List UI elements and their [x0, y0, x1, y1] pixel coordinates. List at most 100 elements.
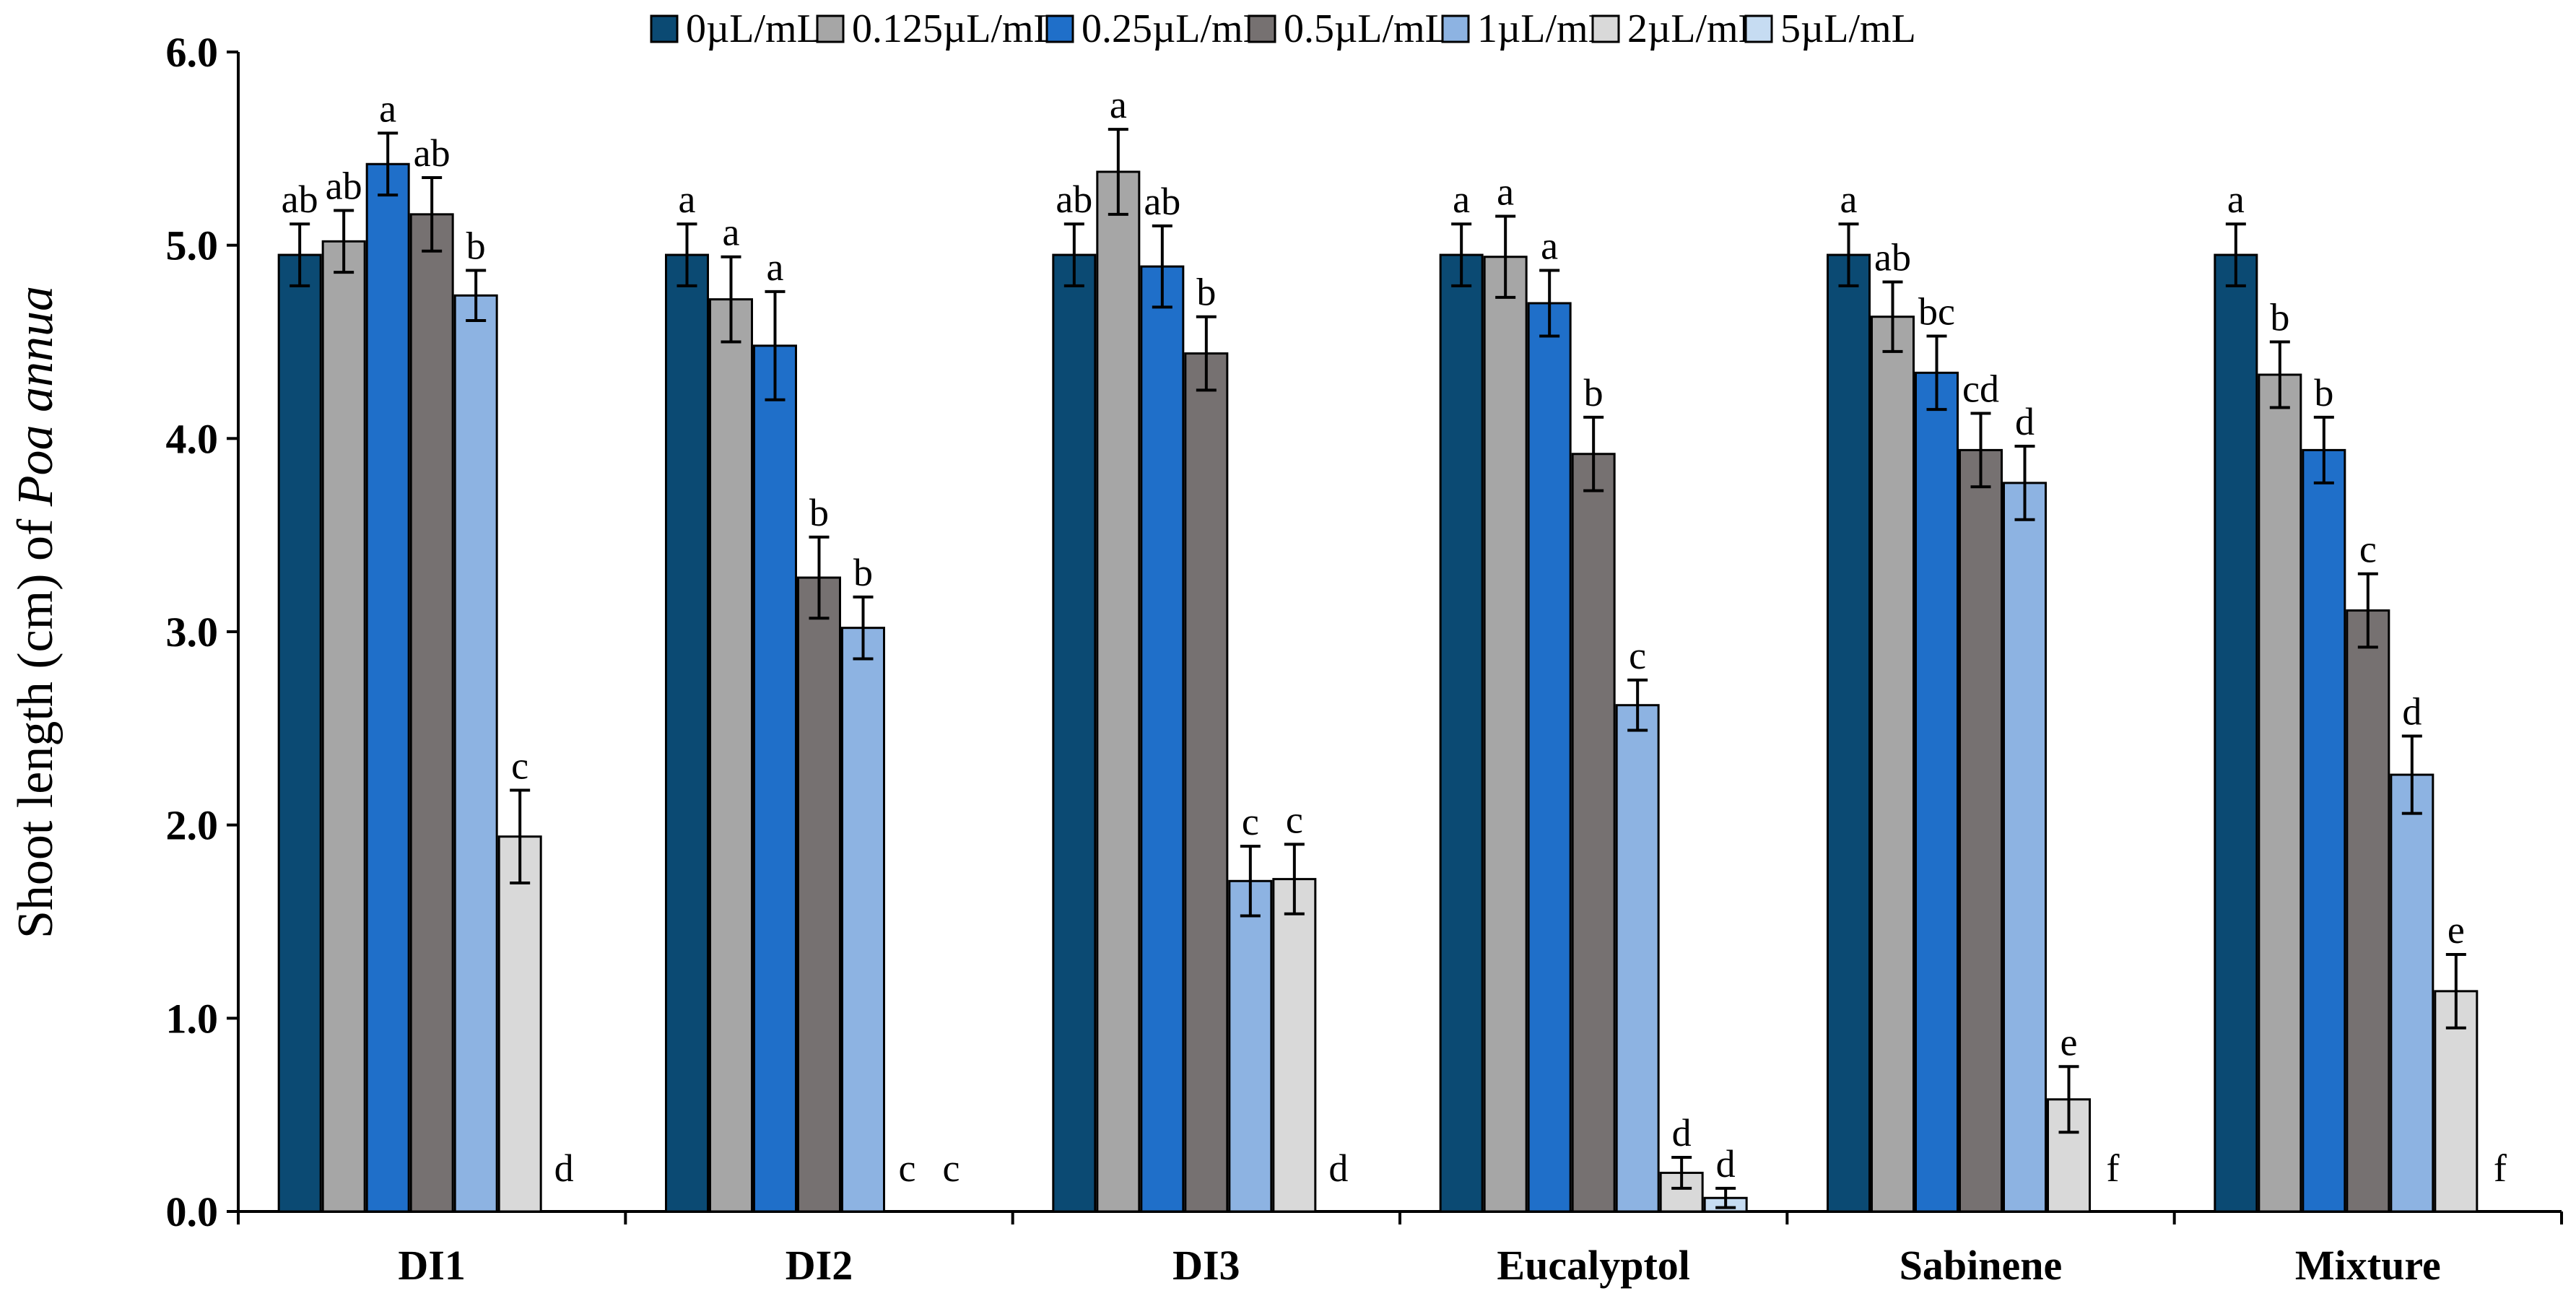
significance-letter: ab	[282, 178, 318, 221]
significance-letter: f	[2494, 1147, 2507, 1190]
bar	[277, 253, 322, 1213]
significance-letter: c	[2359, 528, 2377, 571]
bar	[2302, 448, 2346, 1213]
significance-letter: d	[554, 1147, 574, 1190]
y-tick-label: 4.0	[166, 415, 219, 462]
bar	[497, 835, 542, 1213]
significance-letter: c	[511, 744, 528, 787]
legend-swatch	[816, 14, 845, 43]
significance-letter: f	[2107, 1147, 2120, 1190]
significance-letter: d	[1716, 1142, 1736, 1185]
significance-letter: d	[2015, 400, 2035, 443]
significance-letter: e	[2447, 908, 2465, 952]
x-tick-label: Sabinene	[1900, 1242, 2063, 1289]
bar	[1915, 371, 1959, 1213]
bar	[665, 253, 709, 1213]
significance-letter: ab	[1874, 236, 1911, 279]
significance-letter: c	[1242, 800, 1259, 843]
significance-letter: a	[723, 211, 740, 254]
bar	[709, 298, 753, 1213]
significance-letter: ab	[326, 164, 362, 207]
bar	[1140, 265, 1185, 1213]
legend-swatch	[650, 14, 679, 43]
significance-letter: a	[1541, 224, 1558, 267]
bars	[277, 128, 2479, 1213]
significance-letter: b	[1196, 271, 1216, 314]
significance-letter: d	[1328, 1147, 1348, 1190]
x-tick-label: DI3	[1172, 1242, 1240, 1289]
significance-letter: e	[2061, 1020, 2078, 1063]
significance-letter: c	[1629, 634, 1646, 677]
significance-letter: a	[379, 87, 396, 130]
significance-letter: ab	[1144, 180, 1180, 223]
legend-swatch	[1744, 14, 1773, 43]
bar	[2003, 482, 2047, 1213]
significance-letter: b	[1584, 371, 1604, 414]
y-tick-label: 1.0	[166, 995, 219, 1042]
bar	[1184, 352, 1229, 1213]
legend-swatch	[1441, 14, 1470, 43]
legend-label: 1µL/mL	[1477, 6, 1613, 51]
legend-label: 5µL/mL	[1780, 6, 1916, 51]
bar	[1959, 448, 2003, 1213]
y-tick-label: 2.0	[166, 802, 219, 849]
bar	[2258, 373, 2302, 1213]
legend: 0µL/mL 0.125µL/mL 0.25µL/mL 0.5µL/mL 1µL/mL 2…	[650, 6, 1916, 51]
y-axis: 0.0 1.0 2.0 3.0 4.0 5.0 6.0	[166, 29, 240, 1235]
bar	[1615, 704, 1660, 1213]
bar	[1272, 878, 1317, 1213]
bar	[1527, 302, 1572, 1213]
significance-letter: a	[1497, 170, 1514, 214]
significance-letter: d	[2402, 690, 2421, 734]
significance-letter: a	[1453, 178, 1470, 221]
x-tick-label: Eucalyptol	[1497, 1242, 1690, 1289]
bar	[753, 344, 797, 1213]
bar	[1439, 253, 1484, 1213]
x-tick-label: DI1	[398, 1242, 465, 1289]
legend-label: 0µL/mL	[686, 6, 822, 51]
significance-letter: c	[899, 1147, 916, 1190]
significance-letter: a	[1110, 83, 1127, 126]
bar	[797, 576, 841, 1213]
y-tick-label: 0.0	[166, 1188, 219, 1235]
significance-letter: a	[2227, 178, 2245, 221]
bar	[1052, 253, 1097, 1213]
significance-letter: cd	[1962, 367, 1999, 411]
bar	[1571, 453, 1616, 1213]
bar	[2214, 253, 2258, 1213]
legend-swatch	[1591, 14, 1620, 43]
bar	[409, 213, 454, 1213]
y-tick-label: 3.0	[166, 609, 219, 656]
y-tick-label: 5.0	[166, 222, 219, 269]
significance-letter: bc	[1918, 290, 1955, 333]
significance-letter: b	[809, 491, 829, 534]
significance-letter: b	[2270, 296, 2289, 339]
y-tick-label: 6.0	[166, 29, 219, 76]
significance-letter: a	[679, 178, 696, 221]
x-tick-label: DI2	[786, 1242, 853, 1289]
bar	[321, 240, 366, 1213]
significance-letter: d	[1672, 1111, 1692, 1154]
y-axis-label: Shoot length (cm) of Poa annua	[8, 286, 64, 939]
x-tick-label: Mixture	[2295, 1242, 2441, 1289]
significance-letter: ab	[1056, 178, 1092, 221]
bar	[2346, 609, 2390, 1213]
bar	[453, 294, 498, 1213]
legend-label: 0.25µL/mL	[1082, 6, 1268, 51]
legend-swatch	[1248, 14, 1276, 43]
significance-letter: a	[1840, 178, 1858, 221]
legend-label: 0.5µL/mL	[1284, 6, 1450, 51]
bar	[1871, 316, 1915, 1213]
x-axis: DI1 DI2 DI3 Eucalyptol Sabinene Mixture	[237, 1210, 2563, 1289]
bar	[841, 627, 885, 1213]
significance-letter: ab	[414, 131, 451, 175]
significance-letter: b	[466, 224, 486, 267]
significance-letter: a	[767, 245, 784, 289]
bar	[2390, 773, 2434, 1213]
bar	[1096, 170, 1141, 1213]
legend-label: 0.125µL/mL	[852, 6, 1058, 51]
bar	[1228, 879, 1273, 1213]
legend-label: 2µL/mL	[1627, 6, 1763, 51]
